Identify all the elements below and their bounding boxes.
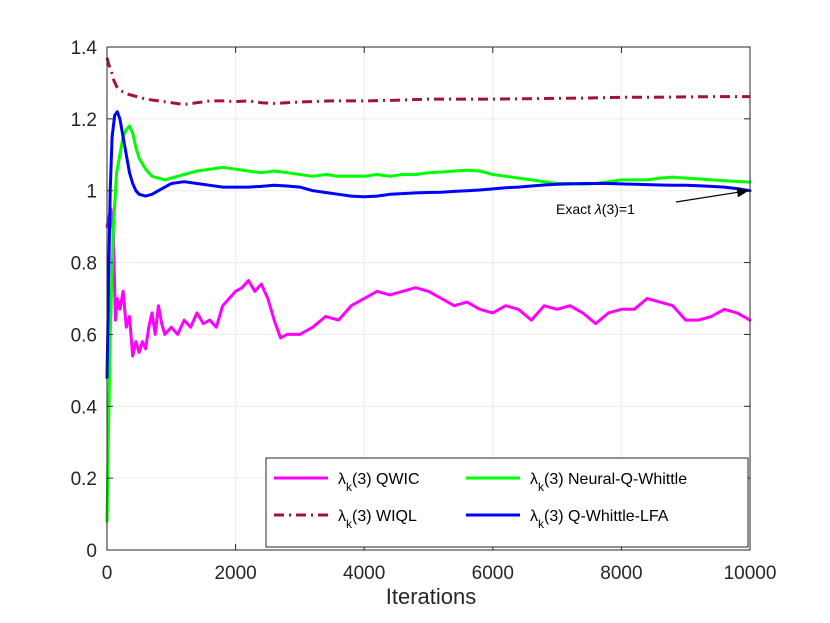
legend-label-wiql: λk(3) WIQL (338, 508, 417, 531)
axis-tick-labels: 0 2000 4000 6000 8000 10000 0 0.2 0.4 0.6 0.8 1 1.2 1… (71, 38, 777, 584)
x-tick-label: 2000 (214, 563, 256, 584)
y-tick-label: 1 (86, 182, 97, 203)
legend-label-qwic: λk(3) QWIC (338, 471, 420, 494)
y-tick-label: 0.2 (71, 469, 97, 490)
legend-symbol: λ (530, 508, 538, 525)
y-tick-label: 0.4 (71, 397, 98, 418)
legend-symbol: λ (530, 471, 538, 488)
annotation-suffix: (3)=1 (602, 201, 635, 217)
x-tick-label: 8000 (600, 563, 642, 584)
series-layer (105, 57, 752, 523)
annotation-text: Exact λ(3)=1 (556, 201, 635, 217)
legend-subscript: k (538, 480, 545, 494)
x-tick-label: 10000 (724, 563, 777, 584)
legend-entry-qwic: λk(3) QWIC (274, 471, 420, 494)
x-tick-label: 0 (102, 563, 113, 584)
legend-rest: (3) Q-Whittle-LFA (544, 508, 669, 525)
x-axis-label: Iterations (386, 584, 477, 609)
legend-subscript: k (346, 517, 353, 531)
legend-entry-q-whittle-lfa: λk(3) Q-Whittle-LFA (466, 508, 669, 531)
legend-rest: (3) QWIC (352, 471, 420, 488)
legend-entry-neural-q-whittle: λk(3) Neural-Q-Whittle (466, 471, 687, 494)
legend-symbol: λ (338, 508, 346, 525)
legend-box (265, 457, 749, 548)
legend-rest: (3) WIQL (352, 508, 417, 525)
series-line-qwic (105, 207, 752, 358)
legend-label-q-whittle-lfa: λk(3) Q-Whittle-LFA (530, 508, 669, 531)
y-tick-label: 0 (86, 541, 97, 562)
legend-symbol: λ (338, 471, 346, 488)
legend-entry-wiql: λk(3) WIQL (274, 508, 417, 531)
series-line-q-whittle-lfa (105, 110, 752, 379)
annotation-prefix: Exact (556, 201, 595, 217)
legend-label-neural-q-whittle: λk(3) Neural-Q-Whittle (530, 471, 687, 494)
axes-box (106, 46, 751, 551)
legend-rest: (3) Neural-Q-Whittle (544, 471, 687, 488)
series-line-neural-q-whittle (105, 124, 752, 523)
x-tick-label: 6000 (472, 563, 514, 584)
legend-subscript: k (538, 517, 545, 531)
y-tick-label: 1.4 (71, 38, 98, 59)
annotation-arrow (675, 187, 749, 203)
exact-value-annotation: Exact λ(3)=1 (556, 187, 749, 217)
legend: λk(3) QWIC λk(3) Neural-Q-Whittle λk(3) … (265, 457, 749, 548)
y-tick-label: 1.2 (71, 110, 97, 131)
legend-subscript: k (346, 480, 353, 494)
x-tick-label: 4000 (343, 563, 385, 584)
annotation-symbol: λ (594, 201, 602, 217)
y-tick-label: 0.6 (71, 325, 97, 346)
y-tick-label: 0.8 (71, 254, 97, 275)
